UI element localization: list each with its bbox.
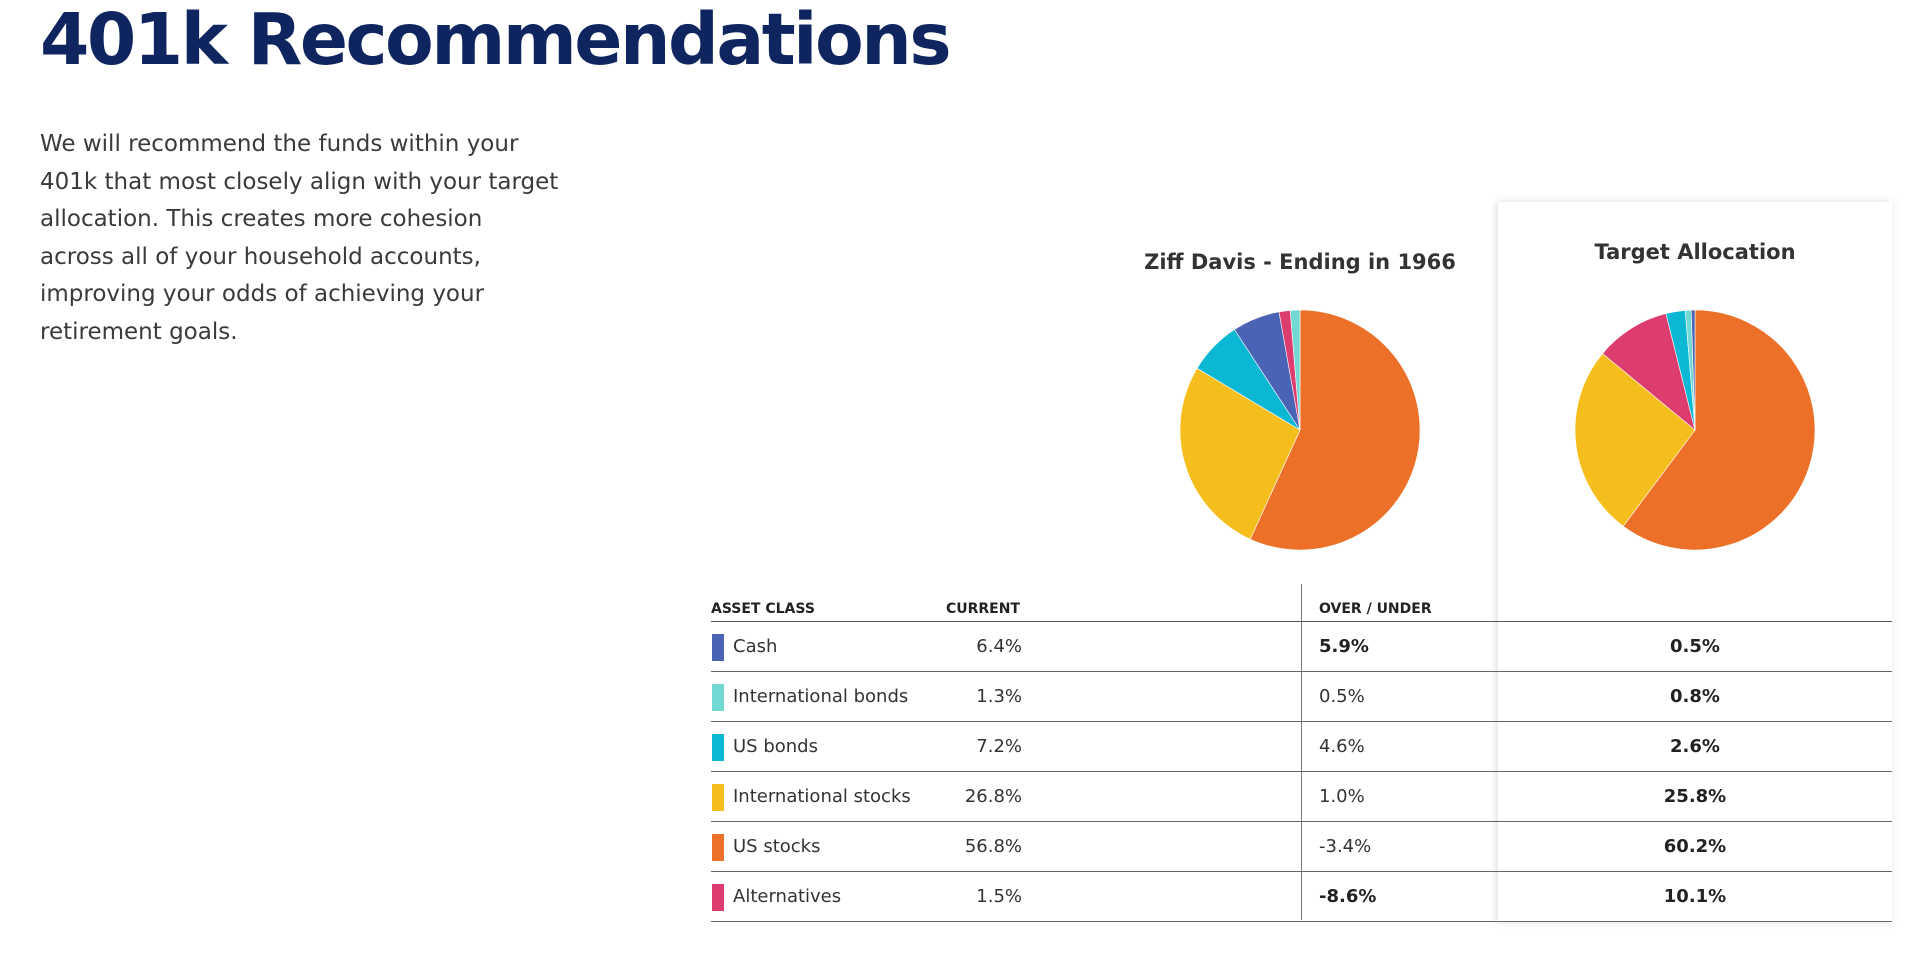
page-title: 401k Recommendations (40, 0, 952, 81)
target-value: 60.2% (1663, 836, 1727, 857)
over-under-header: OVER / UNDER (1319, 601, 1432, 617)
current-value: 1.3% (976, 686, 1022, 707)
target-value: 2.6% (1670, 736, 1720, 757)
current-value: 1.5% (976, 886, 1022, 907)
asset-name: Cash (733, 636, 778, 657)
target-value: 0.8% (1670, 686, 1720, 707)
target-value: 10.1% (1663, 886, 1727, 907)
over-under-value: -8.6% (1319, 886, 1377, 907)
over-under-value: 0.5% (1319, 686, 1365, 707)
asset-name: Alternatives (733, 886, 842, 907)
over-under-value: -3.4% (1319, 836, 1372, 857)
current-value: 7.2% (976, 736, 1022, 757)
color-swatch (712, 684, 724, 711)
current-header: CURRENT (945, 601, 1020, 617)
current-value: 26.8% (964, 786, 1022, 807)
table-row: International bonds 1.3% 0.5% 0.8% (711, 672, 1892, 722)
current-chart-title: Ziff Davis - Ending in 1966 (1144, 250, 1456, 274)
pie-slice-alternatives (1602, 313, 1696, 431)
pie-slice-international-bonds (1289, 309, 1301, 431)
over-under-value: 5.9% (1319, 636, 1369, 657)
pie-slice-us-stocks (1249, 309, 1421, 551)
asset-name: US stocks (733, 836, 821, 857)
asset-name: International stocks (733, 786, 911, 807)
over-under-value: 1.0% (1319, 786, 1365, 807)
intro-text: We will recommend the funds within your … (40, 131, 559, 345)
current-allocation-pie-chart (1179, 309, 1421, 551)
color-swatch (712, 884, 724, 911)
current-value: 56.8% (964, 836, 1022, 857)
table-row: US bonds 7.2% 4.6% 2.6% (711, 722, 1892, 772)
color-swatch (712, 784, 724, 811)
target-value: 25.8% (1663, 786, 1727, 807)
pie-slice-international-stocks (1574, 353, 1696, 527)
asset-name: International bonds (733, 686, 909, 707)
target-chart-title: Target Allocation (1594, 240, 1796, 264)
color-swatch (712, 634, 724, 661)
pie-slice-us-stocks (1622, 309, 1816, 551)
over-under-value: 4.6% (1319, 736, 1365, 757)
header-divider (711, 621, 1892, 622)
table-header: ASSET CLASS CURRENT OVER / UNDER (711, 596, 1891, 622)
column-divider (1301, 584, 1302, 920)
target-value: 0.5% (1670, 636, 1720, 657)
table-row: US stocks 56.8% -3.4% 60.2% (711, 822, 1892, 872)
table-row: International stocks 26.8% 1.0% 25.8% (711, 772, 1892, 822)
color-swatch (712, 734, 724, 761)
color-swatch (712, 834, 724, 861)
table-row: Alternatives 1.5% -8.6% 10.1% (711, 872, 1892, 922)
current-value: 6.4% (976, 636, 1022, 657)
table-row: Cash 6.4% 5.9% 0.5% (711, 622, 1892, 672)
pie-slice-international-stocks (1179, 367, 1301, 540)
asset-name: US bonds (733, 736, 818, 757)
asset-class-header: ASSET CLASS (711, 601, 815, 617)
target-allocation-pie-chart (1574, 309, 1816, 551)
allocation-table: Cash 6.4% 5.9% 0.5% International bonds … (711, 622, 1892, 922)
pie-slice-cash (1690, 309, 1696, 431)
